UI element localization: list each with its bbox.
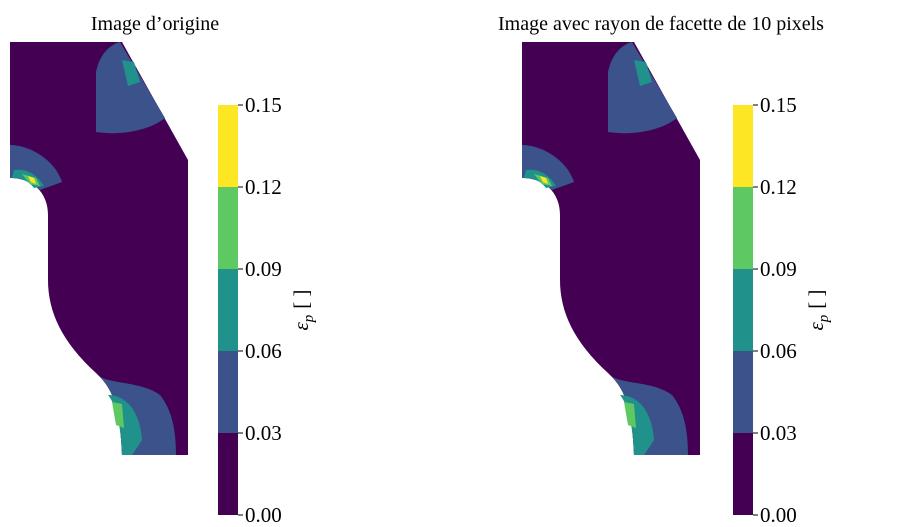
field-map	[10, 42, 188, 455]
colorbar-band	[218, 105, 238, 187]
label-subscript: p	[301, 314, 317, 323]
panel: Image avec rayon de facette de 10 pixels…	[498, 13, 832, 527]
colorbar-band	[733, 269, 753, 351]
tick-label: 0.06	[760, 339, 797, 363]
colorbar-band	[733, 433, 753, 515]
colorbar-band	[218, 269, 238, 351]
tick-label: 0.15	[245, 93, 282, 117]
colorbar-band	[733, 105, 753, 187]
panel-title: Image avec rayon de facette de 10 pixels	[498, 13, 824, 35]
tick-label: 0.09	[245, 257, 282, 281]
colorbar-band	[733, 351, 753, 433]
tick-label: 0.00	[245, 503, 282, 527]
tick-label: 0.15	[760, 93, 797, 117]
tick-label: 0.12	[245, 175, 282, 199]
label-symbol: ε	[289, 322, 313, 331]
tick-label: 0.12	[760, 175, 797, 199]
tick-label: 0.00	[760, 503, 797, 527]
panel-title: Image d’origine	[91, 13, 219, 35]
field-map	[522, 42, 700, 455]
colorbar-band	[218, 187, 238, 269]
colorbar-band	[218, 433, 238, 515]
tick-label: 0.03	[760, 421, 797, 445]
label-symbol: ε	[804, 322, 828, 331]
tick-label: 0.03	[245, 421, 282, 445]
label-unit: [ ]	[289, 289, 313, 308]
label-subscript: p	[816, 314, 832, 323]
tick-label: 0.06	[245, 339, 282, 363]
colorbar-label: εp [ ]	[289, 289, 317, 330]
panel: Image d’origine 0.00 0.03 0.06 0.09 0.12 0.15…	[10, 13, 317, 527]
colorbar-band	[218, 351, 238, 433]
tick-label: 0.09	[760, 257, 797, 281]
label-unit: [ ]	[804, 289, 828, 308]
colorbar-band	[733, 187, 753, 269]
colorbar-label: εp [ ]	[804, 289, 832, 330]
